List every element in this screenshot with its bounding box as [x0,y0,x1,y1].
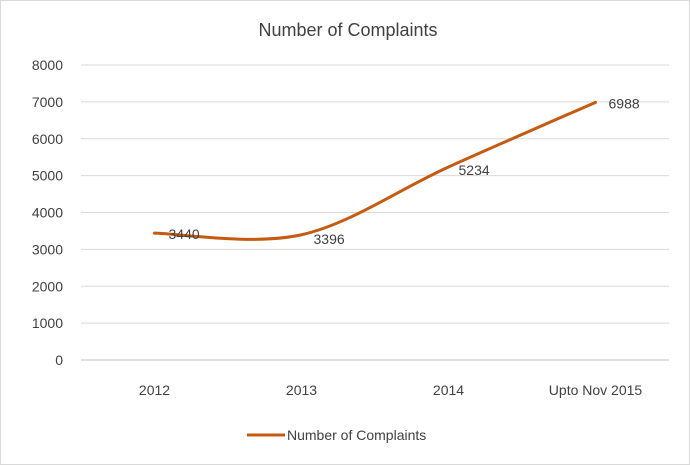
gridlines [81,64,669,361]
data-label: 3440 [169,226,200,242]
chart-title: Number of Complaints [258,20,437,40]
data-label: 6988 [609,95,640,111]
legend-entry-label: Number of Complaints [287,427,426,443]
series-lines [153,100,597,241]
y-tick-label: 2000 [32,278,63,294]
y-tick-label: 0 [55,352,63,368]
y-tick-label: 8000 [32,57,63,73]
x-axis-tick-labels: 2012 2013 2014 Upto Nov 2015 [139,382,642,398]
x-tick-label: 2012 [139,382,170,398]
y-tick-label: 4000 [32,205,63,221]
y-tick-label: 7000 [32,94,63,110]
x-tick-label: 2014 [433,382,464,398]
y-tick-label: 3000 [32,241,63,257]
data-label: 5234 [459,162,490,178]
y-tick-label: 1000 [32,315,63,331]
y-tick-label: 5000 [32,168,63,184]
x-tick-label: 2013 [286,382,317,398]
y-axis-tick-labels: 0 1000 2000 3000 4000 5000 6000 7000 8000 [32,57,63,368]
x-tick-label: Upto Nov 2015 [549,382,643,398]
data-label: 3396 [314,231,345,247]
series-line [153,100,597,241]
y-tick-label: 6000 [32,131,63,147]
data-labels: 3440 3396 5234 6988 [169,95,640,246]
legend: Number of Complaints [247,427,426,443]
